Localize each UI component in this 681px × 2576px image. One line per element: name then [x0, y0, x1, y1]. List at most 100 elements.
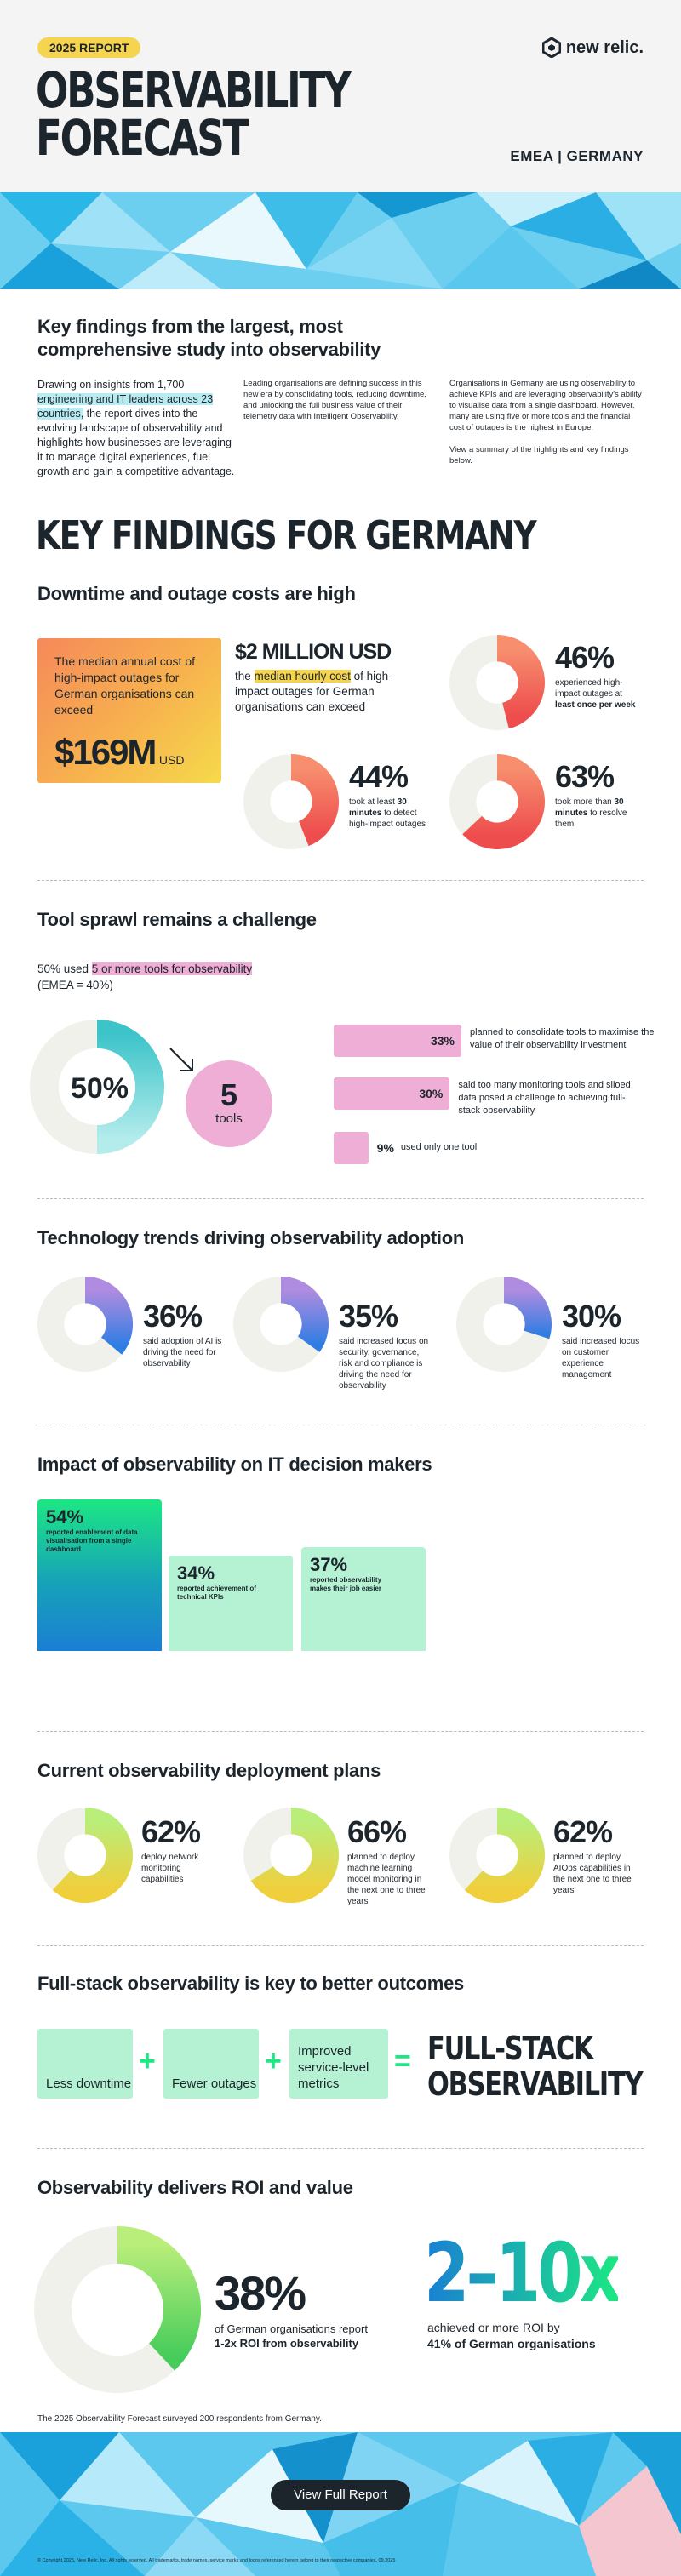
outage-cost-value: $169M USD [54, 732, 184, 773]
downtime-stat-percent: 44% [349, 759, 409, 794]
donut-chart [243, 1808, 339, 1903]
impact-bar-percent: 54% [46, 1506, 84, 1528]
view-full-report-button[interactable]: View Full Report [271, 2480, 410, 2510]
roi-donut-chart [34, 2226, 201, 2393]
donut-chart [449, 754, 545, 849]
outage-cost-card: The median annual cost of high-impact ou… [37, 638, 221, 783]
impact-bar-text: reported achievement of technical KPIs [177, 1584, 256, 1601]
donut-arc [280, 1277, 329, 1352]
tool-bar: 9% [334, 1132, 394, 1164]
intro-col1-text: Drawing on insights from 1,700 [37, 379, 185, 391]
intro-column-3: Organisations in Germany are using obser… [449, 378, 644, 466]
page-header: 2025 REPORT OBSERVABILITY FORECAST new r… [0, 0, 681, 192]
downtime-stat-text-bold: 30 minutes [555, 797, 624, 818]
tool-bar: 30% [334, 1077, 450, 1110]
deployment-text: deploy network monitoring capabilities [141, 1853, 199, 1884]
hourly-cost-after: of high-impact outages for German organi… [235, 670, 392, 713]
hourly-cost-before: the [235, 670, 255, 683]
donut-chart [37, 1808, 133, 1903]
roi-donut-hole [72, 2264, 163, 2356]
arrow-down-right-icon [169, 1048, 193, 1071]
tools-intro-before: 50% used [37, 962, 92, 975]
trend-text: said increased focus on customer experie… [562, 1337, 640, 1379]
donut-arc [250, 1808, 339, 1903]
roi-heading: Observability delivers ROI and value [37, 2177, 353, 2198]
tool-bar-text: said too many monitoring tools and siloe… [458, 1080, 631, 1116]
impact-bar-percent: 34% [177, 1562, 215, 1584]
donut-arc [84, 1277, 133, 1355]
tools-intro-highlight: 5 or more tools for observability [91, 962, 253, 975]
tool-bar-text: planned to consolidate tools to maximise… [470, 1027, 655, 1050]
tool-bar-percent: 30% [419, 1087, 444, 1100]
downtime-stat-text-part: experienced high-impact outages at [555, 678, 623, 699]
roi-range-text: achieved or more ROI by 41% of German org… [427, 2320, 596, 2352]
tool-bar-text: used only one tool [400, 1142, 478, 1152]
impact-bar: 37% reported observability makes their j… [301, 1547, 426, 1651]
outcome-box-label: Less downtime [46, 2076, 132, 2091]
tools-emea-note: (EMEA = 40%) [37, 979, 113, 991]
downtime-stat-text: experienced high-impact outages at least… [555, 677, 644, 711]
impact-bar: 34% reported achievement of technical KP… [169, 1555, 293, 1651]
donut-chart [449, 1808, 545, 1903]
downtime-stat-text-part: took more than [555, 797, 615, 807]
trend-text: said adoption of AI is driving the need … [143, 1337, 222, 1368]
outcome-box-downtime: Less downtime [37, 2029, 133, 2099]
tool-bar-percent: 33% [430, 1034, 455, 1048]
tools-heading: Tool sprawl remains a challenge [37, 909, 317, 930]
hourly-cost-value: $2 MILLION USD [235, 640, 392, 664]
intro-heading-line2: comprehensive study into observability [37, 339, 381, 360]
donut-chart [449, 635, 545, 730]
region-label: EMEA | GERMANY [510, 148, 644, 164]
report-badge: 2025 REPORT [37, 37, 141, 58]
fullstack-result-line2: OBSERVABILITY [427, 2065, 644, 2103]
ice-footer-illustration [0, 2432, 681, 2576]
intro-heading: Key findings from the largest, most comp… [37, 315, 381, 361]
downtime-stat-percent: 63% [555, 759, 615, 794]
plus-icon: + [265, 2045, 282, 2077]
outage-cost-text: The median annual cost of high-impact ou… [54, 654, 195, 717]
intro-column-2: Leading organisations are defining succe… [243, 379, 426, 421]
section-divider [37, 880, 644, 881]
deployment-heading: Current observability deployment plans [37, 1760, 381, 1781]
trends-heading: Technology trends driving observability … [37, 1227, 465, 1248]
trend-percent: 35% [339, 1299, 398, 1334]
deployment-percent: 66% [347, 1814, 407, 1849]
report-title-line1: OBSERVABILITY [36, 61, 352, 119]
tool-bar: 33% [334, 1025, 461, 1057]
brand-name: new relic. [565, 37, 644, 57]
report-title: OBSERVABILITY FORECAST [36, 61, 434, 163]
donut-arc [496, 635, 545, 729]
tools-count-label: tools [215, 1111, 243, 1126]
fullstack-result: FULL-STACK OBSERVABILITY [427, 2030, 644, 2103]
donut-arc [462, 754, 545, 849]
roi-range-text-line1: achieved or more ROI by [427, 2321, 560, 2334]
section-divider [37, 1945, 644, 1946]
roi-range-text-line2: 41% of German organisations [427, 2337, 596, 2350]
trend-percent: 36% [143, 1299, 203, 1334]
roi-donut-arc [117, 2226, 201, 2371]
section-divider [37, 1731, 644, 1732]
top-decorative-band [0, 192, 681, 289]
downtime-stat-text-part: to detect high-impact outages [349, 808, 426, 829]
fullstack-result-line1: FULL-STACK [427, 2030, 594, 2067]
hourly-cost-highlight: median hourly cost [254, 670, 351, 683]
section-divider [37, 1198, 644, 1199]
outage-cost-unit: USD [158, 753, 185, 767]
roi-text: of German organisations report 1-2x ROI f… [215, 2322, 368, 2350]
tools-count-number: 5 [220, 1077, 238, 1112]
roi-percent: 38% [215, 2266, 306, 2320]
downtime-stat-percent: 46% [555, 640, 615, 675]
downtime-stat-text-bold: 30 minutes [349, 797, 407, 818]
intro-heading-line1: Key findings from the largest, most [37, 316, 343, 337]
impact-heading: Impact of observability on IT decision m… [37, 1454, 432, 1475]
tools-intro: 50% used 5 or more tools for observabili… [37, 961, 253, 993]
downtime-stat-text-part: to resolve them [555, 808, 627, 829]
intro-column-1: Drawing on insights from 1,700 engineeri… [37, 378, 235, 479]
brand-logo[interactable]: new relic. [541, 37, 644, 58]
impact-bar-text: reported enablement of data visualisatio… [46, 1528, 138, 1553]
section-divider [37, 2148, 644, 2149]
donut-arc [464, 1808, 545, 1903]
intro-col3-cta: View a summary of the highlights and key… [449, 445, 629, 466]
downtime-stat-text-part: took at least [349, 797, 398, 807]
roi-text-line1: of German organisations report [215, 2322, 368, 2335]
